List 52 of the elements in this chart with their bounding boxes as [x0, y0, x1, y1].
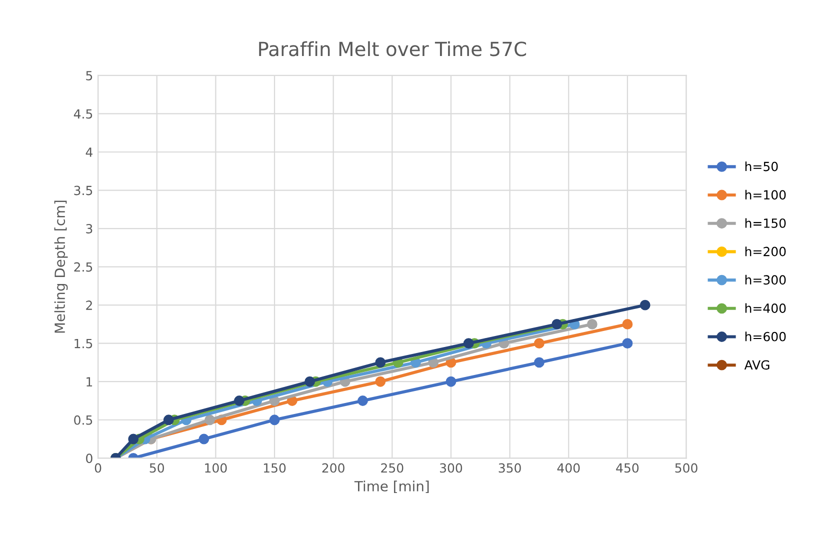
point: [552, 319, 562, 330]
x-tick-label: 400: [557, 463, 580, 473]
point: [375, 357, 386, 368]
y-tick-label: 2.5: [74, 262, 92, 272]
point: [640, 300, 650, 310]
point: [534, 357, 544, 368]
y-tick-label: 3: [86, 224, 92, 234]
point: [446, 376, 456, 387]
y-tick-label: 2: [86, 300, 92, 310]
legend-label: AVG: [744, 360, 770, 370]
x-tick-label: 50: [150, 463, 164, 473]
x-tick-label: 450: [616, 463, 639, 473]
y-tick-label: 4: [86, 148, 92, 157]
point: [269, 414, 280, 426]
point: [204, 414, 216, 426]
legend-label: h=600: [745, 332, 786, 342]
point: [622, 319, 633, 330]
x-tick-label: 100: [205, 463, 227, 473]
x-tick-label: 0: [94, 463, 102, 473]
legend-label: h=150: [745, 218, 786, 228]
y-axis-title: Melting Depth [cm]: [54, 200, 68, 333]
point: [375, 376, 386, 387]
x-tick-label: 150: [264, 463, 286, 473]
point: [198, 434, 210, 444]
point: [128, 434, 139, 444]
x-tick-label: 300: [440, 463, 462, 473]
point: [586, 319, 598, 330]
y-tick-label: 1: [86, 377, 92, 386]
legend-label: h=400: [745, 303, 786, 313]
x-tick-label: 200: [322, 463, 344, 473]
x-axis-title: Time [min]: [354, 480, 429, 494]
legend-label: h=100: [745, 190, 786, 200]
point: [463, 338, 474, 349]
x-tick-label: 500: [675, 463, 698, 473]
point: [622, 338, 633, 349]
point: [163, 414, 174, 426]
y-tick-label: 0.5: [74, 415, 92, 425]
legend-label: h=50: [745, 162, 778, 172]
legend-label: h=200: [745, 246, 786, 256]
chart-title: Paraffin Melt over Time 57C: [259, 41, 526, 56]
x-tick-label: 250: [381, 463, 404, 473]
legend-label: h=300: [745, 274, 786, 285]
point: [304, 376, 316, 387]
point: [534, 338, 544, 349]
y-tick-label: 3.5: [74, 186, 92, 196]
y-tick-label: 0: [86, 454, 92, 464]
x-tick-label: 350: [498, 463, 521, 473]
point: [234, 396, 244, 406]
y-tick-label: 5: [86, 71, 92, 80]
point: [358, 396, 368, 406]
y-tick-label: 1.5: [74, 338, 92, 348]
y-tick-label: 4.5: [74, 109, 92, 119]
